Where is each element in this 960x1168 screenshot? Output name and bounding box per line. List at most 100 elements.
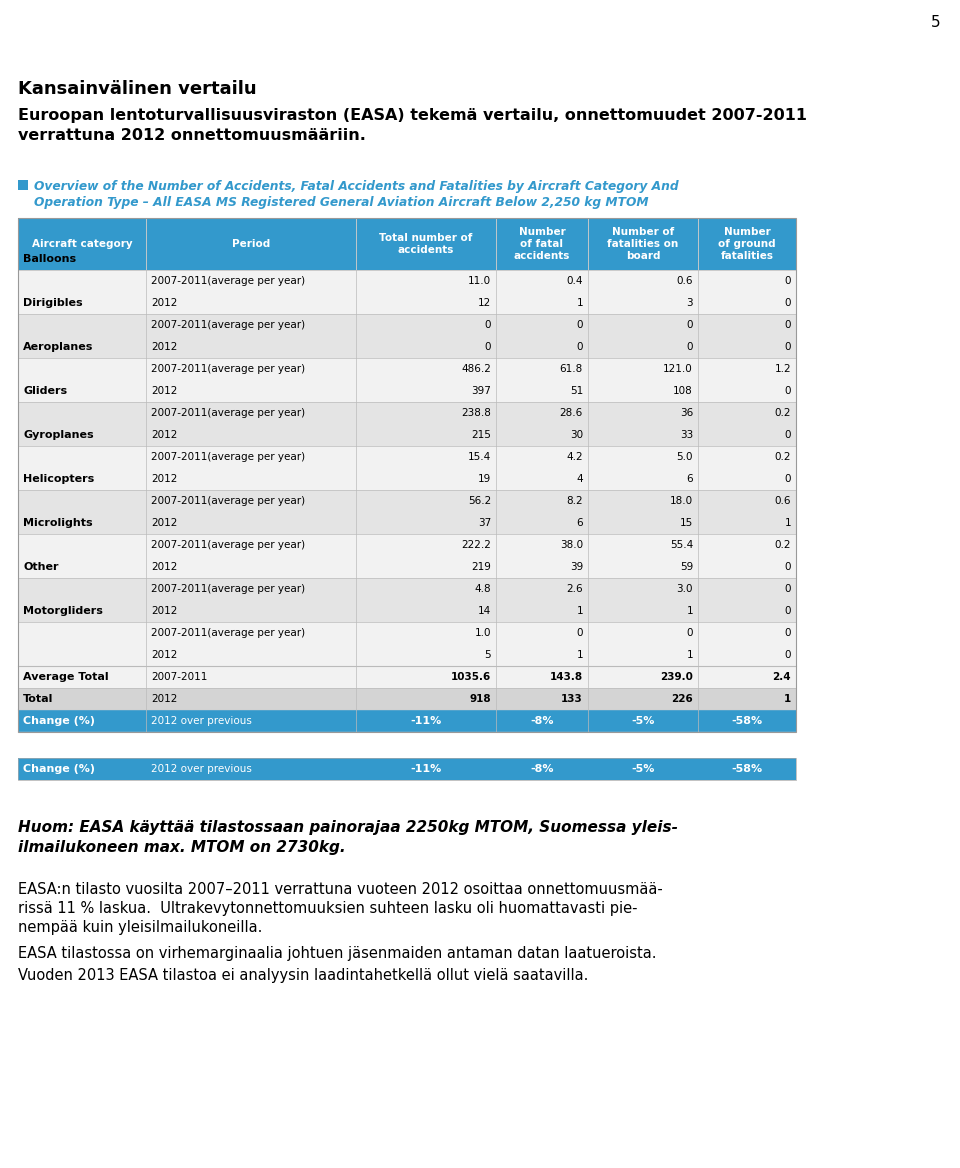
Text: 222.2: 222.2 [461, 540, 491, 550]
Text: 2012: 2012 [151, 474, 178, 484]
Bar [18, 710, 796, 732]
Text: 1: 1 [686, 606, 693, 616]
Text: -8%: -8% [530, 764, 554, 774]
Text: 4: 4 [576, 474, 583, 484]
Text: 5: 5 [930, 15, 940, 30]
Text: 2012: 2012 [151, 562, 178, 572]
Text: EASA tilastossa on virhemarginaalia johtuen jäsenmaiden antaman datan laatuerois: EASA tilastossa on virhemarginaalia joht… [18, 946, 657, 961]
Text: 2007-2011(average per year): 2007-2011(average per year) [151, 584, 305, 595]
Bar [18, 644, 796, 666]
Text: 0.6: 0.6 [775, 496, 791, 506]
Text: 0: 0 [784, 606, 791, 616]
Text: 1: 1 [784, 517, 791, 528]
Bar [18, 446, 796, 468]
Text: 3.0: 3.0 [677, 584, 693, 595]
Bar [18, 424, 796, 446]
Text: 36: 36 [680, 408, 693, 418]
Text: 6: 6 [576, 517, 583, 528]
Text: Vuoden 2013 EASA tilastoa ei analyysin laadintahetkellä ollut vielä saatavilla.: Vuoden 2013 EASA tilastoa ei analyysin l… [18, 968, 588, 983]
Text: 0: 0 [784, 342, 791, 352]
Bar [18, 218, 796, 732]
Text: 0: 0 [784, 651, 791, 660]
Bar [18, 292, 796, 314]
Bar [18, 380, 796, 402]
Text: 18.0: 18.0 [670, 496, 693, 506]
Text: 2007-2011: 2007-2011 [151, 672, 207, 682]
Text: 2012: 2012 [151, 651, 178, 660]
Bar [18, 623, 796, 644]
Text: 12: 12 [478, 298, 491, 308]
Text: 2012: 2012 [151, 430, 178, 440]
Text: 5: 5 [485, 651, 491, 660]
Text: 0: 0 [577, 320, 583, 331]
Text: 397: 397 [471, 385, 491, 396]
Bar [18, 688, 796, 710]
Bar [18, 359, 796, 380]
Text: 59: 59 [680, 562, 693, 572]
Text: 51: 51 [569, 385, 583, 396]
Text: 0: 0 [784, 628, 791, 638]
Text: Total number of
accidents: Total number of accidents [379, 232, 472, 255]
Text: 5.0: 5.0 [677, 452, 693, 463]
Text: 30: 30 [570, 430, 583, 440]
Text: 2007-2011(average per year): 2007-2011(average per year) [151, 276, 305, 286]
Text: 1: 1 [576, 298, 583, 308]
Text: 108: 108 [673, 385, 693, 396]
Text: 486.2: 486.2 [461, 364, 491, 374]
Bar [18, 600, 796, 623]
Text: 2007-2011(average per year): 2007-2011(average per year) [151, 364, 305, 374]
Bar [18, 270, 796, 292]
Text: -8%: -8% [530, 716, 554, 726]
Text: 143.8: 143.8 [550, 672, 583, 682]
Text: 0: 0 [686, 320, 693, 331]
Text: 0: 0 [577, 342, 583, 352]
Text: -5%: -5% [632, 764, 655, 774]
Text: 918: 918 [469, 694, 491, 704]
Text: 215: 215 [471, 430, 491, 440]
Text: 14: 14 [478, 606, 491, 616]
Bar [18, 336, 796, 359]
Text: Other: Other [23, 562, 59, 572]
Text: 0: 0 [784, 385, 791, 396]
Text: Huom: EASA käyttää tilastossaan painorajaa 2250kg MTOM, Suomessa yleis-: Huom: EASA käyttää tilastossaan painoraj… [18, 820, 678, 835]
Text: Dirigibles: Dirigibles [23, 298, 83, 308]
Text: 0: 0 [784, 584, 791, 595]
Text: 0.4: 0.4 [566, 276, 583, 286]
Text: 0: 0 [784, 430, 791, 440]
Text: 2007-2011(average per year): 2007-2011(average per year) [151, 628, 305, 638]
Text: 0.2: 0.2 [775, 408, 791, 418]
Text: 1.0: 1.0 [474, 628, 491, 638]
Text: 1: 1 [576, 651, 583, 660]
Text: -11%: -11% [410, 764, 442, 774]
Text: 0.6: 0.6 [677, 276, 693, 286]
Text: 1: 1 [576, 606, 583, 616]
Text: -58%: -58% [732, 764, 762, 774]
Text: 0: 0 [784, 298, 791, 308]
Text: Microlights: Microlights [23, 517, 92, 528]
Text: 0: 0 [784, 562, 791, 572]
Text: 0: 0 [686, 628, 693, 638]
Text: 11.0: 11.0 [468, 276, 491, 286]
Text: 2012: 2012 [151, 517, 178, 528]
Text: 8.2: 8.2 [566, 496, 583, 506]
Text: rissä 11 % laskua.  Ultrakevytonnettomuuksien suhteen lasku oli huomattavasti pi: rissä 11 % laskua. Ultrakevytonnettomuuk… [18, 901, 637, 916]
Text: 1035.6: 1035.6 [451, 672, 491, 682]
Text: Change (%): Change (%) [23, 716, 95, 726]
Bar [18, 534, 796, 556]
Text: 0: 0 [784, 276, 791, 286]
Bar [18, 512, 796, 534]
Text: 1: 1 [686, 651, 693, 660]
Text: 55.4: 55.4 [670, 540, 693, 550]
Text: 226: 226 [671, 694, 693, 704]
Text: Aircraft category: Aircraft category [32, 239, 132, 249]
Text: Helicopters: Helicopters [23, 474, 94, 484]
Bar [18, 314, 796, 336]
Text: 2007-2011(average per year): 2007-2011(average per year) [151, 452, 305, 463]
Bar [18, 556, 796, 578]
Text: 15.4: 15.4 [468, 452, 491, 463]
Text: nempää kuin yleisilmailukoneilla.: nempää kuin yleisilmailukoneilla. [18, 920, 262, 936]
Bar [18, 468, 796, 491]
Text: Number of
fatalities on
board: Number of fatalities on board [608, 227, 679, 262]
Bar [18, 180, 28, 190]
Text: 0.2: 0.2 [775, 452, 791, 463]
